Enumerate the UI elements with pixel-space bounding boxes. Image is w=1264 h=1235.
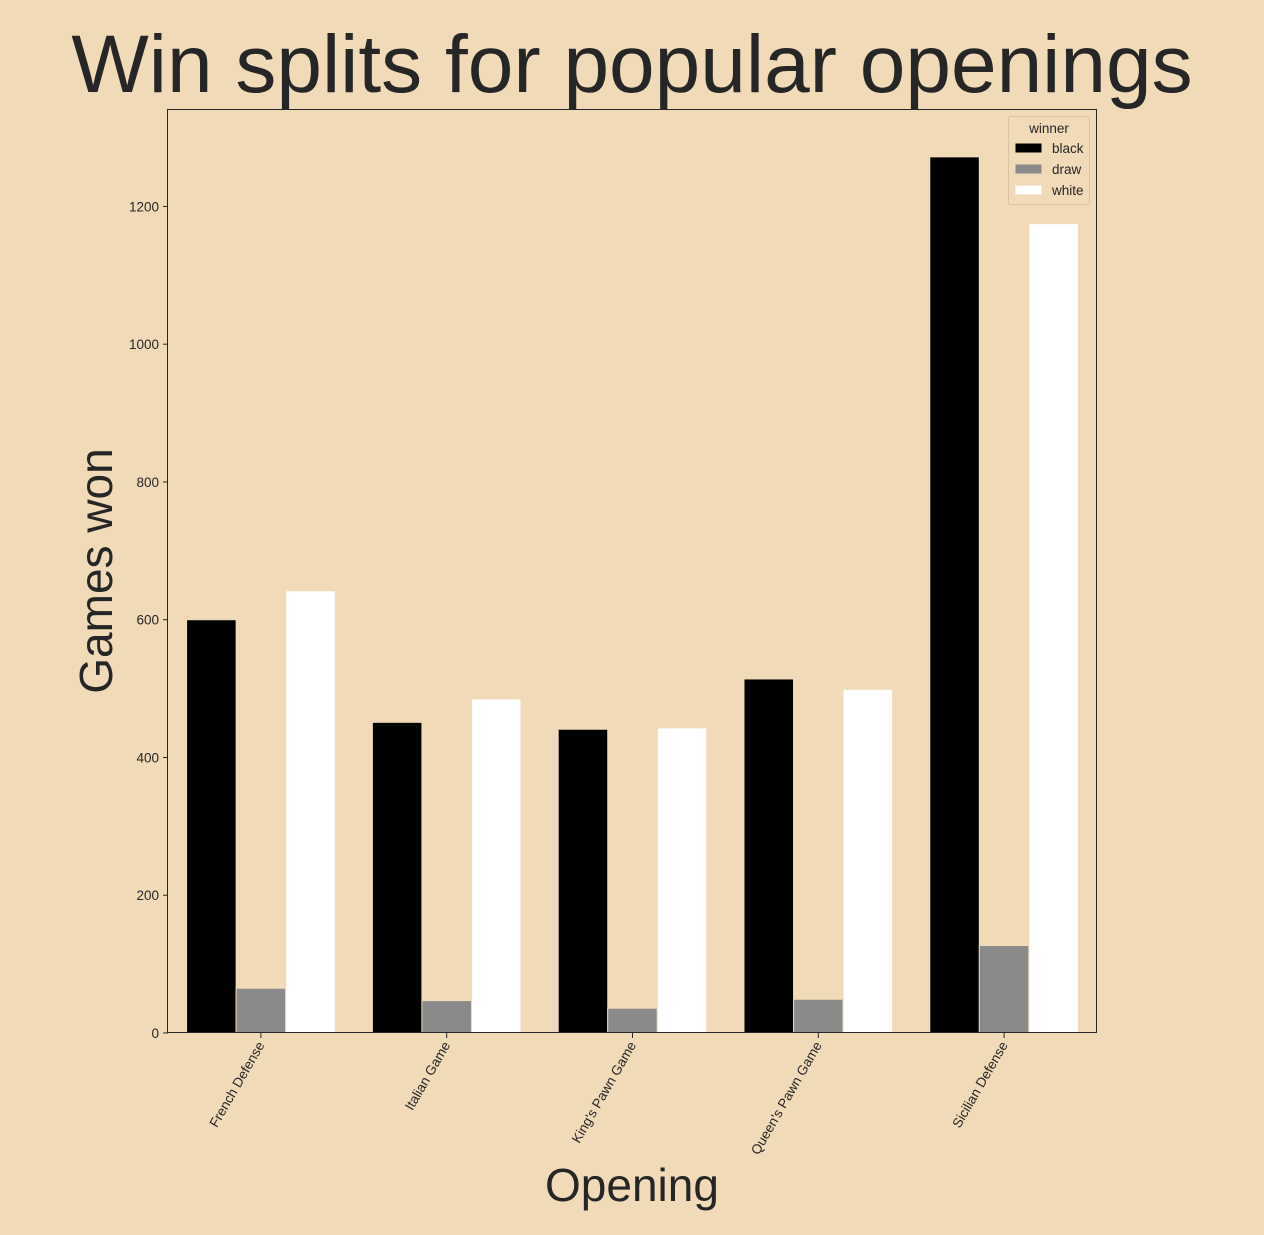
bar-white-3 [842,688,894,1034]
bar-draw-3 [793,998,844,1034]
x-axis-label: Opening [545,1159,719,1211]
chart-title: Win splits for popular openings [71,19,1192,110]
legend-label-white: white [1051,183,1084,198]
legend: winner black draw white [1008,116,1090,205]
legend-swatch-black [1014,142,1043,154]
legend-title: winner [1028,121,1069,136]
y-tick-label: 400 [136,750,159,765]
y-tick-label: 1000 [129,337,159,352]
legend-label-black: black [1052,141,1084,156]
x-tick-label: Queen's Pawn Game [748,1039,825,1157]
x-tick-label: King's Pawn Game [569,1039,639,1146]
bar-black-1 [371,721,423,1034]
plot-frame [167,109,1097,1033]
x-tick-label: French Defense [206,1039,267,1130]
bar-draw-1 [421,1000,472,1034]
legend-swatch-draw [1014,163,1043,175]
y-axis-label: Games won [70,448,122,693]
bar-draw-4 [978,945,1030,1034]
bars-group [186,156,1079,1034]
x-tick-label: Italian Game [402,1039,453,1113]
y-axis: 0 200 400 600 800 1000 1200 [129,199,168,1041]
legend-box [1008,116,1090,205]
y-tick-label: 800 [136,475,159,490]
legend-label-draw: draw [1052,162,1082,177]
bar-white-2 [656,727,708,1034]
bar-black-4 [929,156,980,1034]
y-tick-label: 600 [136,613,159,628]
bar-draw-2 [607,1007,658,1034]
bar-black-0 [186,619,237,1034]
legend-swatch-white [1014,184,1043,196]
x-tick-label: Sicilian Defense [949,1039,1010,1130]
bar-white-4 [1028,223,1079,1034]
x-axis: French Defense Italian Game King's Pawn Ga… [206,1033,1011,1157]
bar-draw-0 [235,987,287,1034]
bar-black-2 [557,728,609,1034]
legend-entries: black draw white [1014,141,1084,198]
y-tick-label: 200 [136,888,159,903]
y-tick-label: 0 [151,1026,159,1041]
y-tick-label: 1200 [129,199,159,214]
bar-white-0 [285,590,336,1034]
bar-white-1 [470,698,522,1034]
bar-black-3 [743,678,795,1034]
